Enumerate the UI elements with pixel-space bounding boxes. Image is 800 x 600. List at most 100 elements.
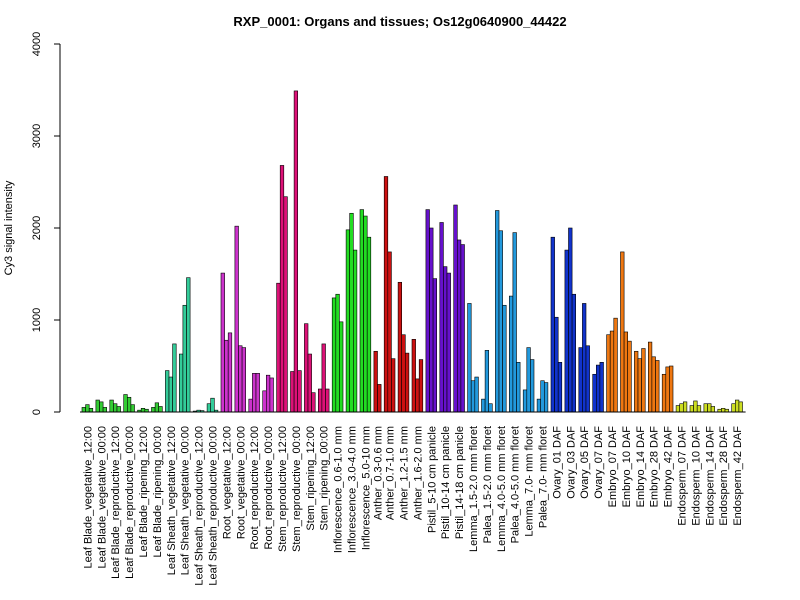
- bar: [102, 407, 107, 413]
- bar: [439, 222, 444, 413]
- bar: [693, 400, 698, 413]
- x-category-label: Leaf Sheath_vegetative_12:00: [166, 426, 178, 575]
- bar: [665, 366, 670, 413]
- bar: [307, 353, 312, 413]
- x-category-label: Embryo_42 DAF: [663, 426, 675, 508]
- bar: [498, 230, 503, 413]
- bar: [373, 350, 378, 413]
- y-axis: 0 1000 2000 3000 4000: [31, 32, 61, 415]
- bar: [564, 249, 569, 413]
- bar: [689, 405, 694, 413]
- bar: [540, 380, 545, 413]
- bar: [113, 403, 118, 413]
- bar: [731, 403, 736, 413]
- bar: [669, 365, 674, 413]
- bar: [467, 303, 472, 413]
- bar: [321, 343, 326, 413]
- x-category-label: Inflorescence_0.6-1.0 mm: [333, 426, 345, 553]
- x-category-label: Palea_7.0- mm floret: [538, 426, 550, 528]
- y-tick-label: 4000: [31, 32, 43, 56]
- bar: [460, 244, 465, 413]
- bar: [592, 373, 597, 413]
- y-tick-label: 0: [31, 409, 43, 415]
- bar: [248, 398, 253, 413]
- bar: [339, 321, 344, 413]
- bar: [554, 316, 559, 413]
- x-category-label: Anther_0.7-1.0 mm: [385, 426, 397, 520]
- bar: [502, 304, 507, 413]
- x-category-label: Ovary_03 DAF: [565, 426, 577, 499]
- bar: [415, 378, 420, 413]
- x-category-label: Palea_4.0-5.0 mm floret: [510, 426, 522, 543]
- x-category-label: Ovary_07 DAF: [593, 426, 605, 499]
- bar: [599, 362, 604, 413]
- x-category-label: Anther_0.3-0.6 mm: [373, 426, 385, 520]
- x-category-label: Endosperm_28 DAF: [718, 426, 730, 526]
- bars: [80, 90, 746, 413]
- bar: [297, 370, 302, 413]
- bar: [349, 212, 354, 413]
- bar: [265, 374, 271, 413]
- chart-title: RXP_0001: Organs and tissues; Os12g06409…: [233, 14, 566, 29]
- x-category-label: Leaf Sheath_vegetative_00:00: [180, 426, 192, 575]
- bar: [595, 364, 601, 413]
- bar: [224, 339, 229, 413]
- bar: [335, 293, 340, 413]
- bar: [696, 405, 702, 413]
- x-category-label: Ovary_01 DAF: [551, 426, 563, 499]
- x-category-label: Root_vegetative_00:00: [235, 426, 247, 539]
- bar: [661, 373, 667, 413]
- bar: [568, 227, 573, 413]
- x-category-label: Leaf Blade_reproductive_12:00: [110, 426, 122, 579]
- bar: [404, 352, 410, 413]
- bar: [391, 358, 396, 413]
- bar: [290, 371, 295, 413]
- bar: [311, 392, 316, 413]
- bar: [609, 330, 615, 413]
- bar: [738, 401, 743, 413]
- bar: [637, 358, 642, 413]
- x-category-label: Leaf Blade_vegetative_00:00: [96, 426, 108, 569]
- bar: [641, 348, 646, 413]
- y-tick-label: 2000: [31, 216, 43, 240]
- bar: [220, 272, 225, 413]
- bar: [325, 388, 330, 413]
- x-category-label: Pistil_10-14 cm panicle: [440, 426, 452, 539]
- bar: [682, 401, 688, 413]
- bar: [647, 341, 653, 413]
- bar: [721, 408, 726, 413]
- x-category-label: Leaf Blade_vegetative_12:00: [82, 426, 94, 569]
- x-category-label: Lemma_1.5-2.0 mm floret: [468, 426, 480, 552]
- bar: [363, 215, 368, 413]
- x-category-label: Anther_1.2-1.5 mm: [399, 426, 411, 520]
- x-category-label: Embryo_14 DAF: [635, 426, 647, 508]
- x-category-label: Anther_1.6-2.0 mm: [412, 426, 424, 520]
- bar: [345, 229, 351, 413]
- bar: [530, 359, 535, 413]
- x-category-label: Embryo_07 DAF: [607, 426, 619, 508]
- bar: [508, 295, 514, 413]
- bar: [154, 402, 160, 413]
- x-category-label: Leaf Sheath_reproductive_12:00: [194, 426, 206, 586]
- bar: [481, 398, 486, 413]
- bar: [710, 406, 715, 413]
- x-category-label: Stem_reproductive_12:00: [277, 426, 289, 552]
- x-category-label: Endosperm_07 DAF: [677, 426, 689, 526]
- x-category-label: Pistil_5-10 cm panicle: [426, 426, 438, 533]
- x-category-label: Lemma_4.0-5.0 mm floret: [496, 426, 508, 552]
- bar: [522, 389, 528, 413]
- bar: [127, 396, 132, 413]
- bar: [262, 390, 267, 413]
- bar: [130, 404, 135, 413]
- bar: [241, 347, 247, 413]
- bar: [85, 404, 90, 413]
- bar: [446, 272, 451, 413]
- bar: [707, 403, 712, 413]
- bar: [383, 176, 389, 413]
- bar: [578, 347, 583, 413]
- bar: [536, 398, 541, 413]
- bar: [283, 196, 288, 413]
- bar: [453, 204, 458, 413]
- x-category-label: Leaf Blade_ripening_12:00: [138, 426, 150, 558]
